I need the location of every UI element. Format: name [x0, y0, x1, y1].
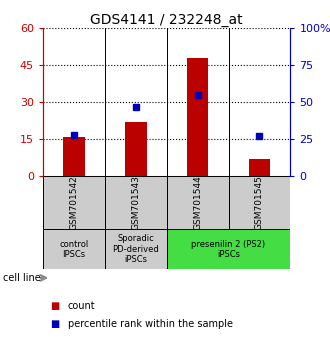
Text: ■: ■ [50, 319, 59, 329]
Text: percentile rank within the sample: percentile rank within the sample [68, 319, 233, 329]
Bar [167, 229, 290, 269]
Bar [228, 176, 290, 229]
Bar [105, 176, 167, 229]
Bar [63, 137, 85, 176]
Bar [187, 58, 209, 176]
Text: control
IPSCs: control IPSCs [59, 240, 88, 259]
Bar [125, 122, 147, 176]
Text: GSM701545: GSM701545 [255, 176, 264, 230]
Bar [43, 229, 105, 269]
Text: GSM701544: GSM701544 [193, 176, 202, 230]
Text: ■: ■ [50, 301, 59, 311]
Bar [248, 159, 270, 176]
Text: GSM701543: GSM701543 [131, 176, 140, 230]
Text: cell line: cell line [3, 273, 41, 283]
Text: Sporadic
PD-derived
iPSCs: Sporadic PD-derived iPSCs [112, 234, 159, 264]
Bar [43, 176, 105, 229]
Text: presenilin 2 (PS2)
iPSCs: presenilin 2 (PS2) iPSCs [191, 240, 266, 259]
Title: GDS4141 / 232248_at: GDS4141 / 232248_at [90, 13, 243, 27]
Bar [105, 229, 167, 269]
Bar [167, 176, 228, 229]
Text: count: count [68, 301, 95, 311]
Text: GSM701542: GSM701542 [69, 176, 78, 230]
